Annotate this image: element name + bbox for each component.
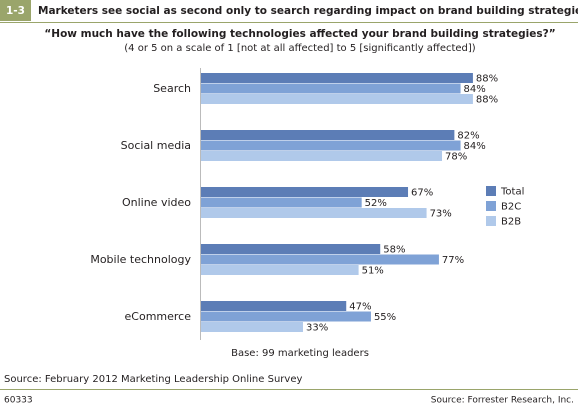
source-note: Source: February 2012 Marketing Leadersh… — [4, 374, 302, 385]
bar — [201, 208, 427, 218]
category-label: Social media — [121, 139, 191, 152]
value-label: 55% — [374, 312, 396, 323]
bar — [201, 151, 443, 161]
value-label: 82% — [457, 130, 479, 141]
footer-id: 60333 — [4, 396, 33, 406]
value-label: 51% — [362, 265, 384, 276]
chart-subtitle: “How much have the following technologie… — [44, 28, 555, 40]
bar — [201, 265, 359, 275]
value-label: 84% — [464, 141, 486, 152]
bar — [201, 140, 461, 151]
value-label: 88% — [476, 94, 498, 105]
value-label: 88% — [476, 73, 498, 84]
figure-badge — [0, 0, 31, 21]
figure-label: 1-3 — [6, 5, 25, 17]
legend-swatch — [486, 201, 496, 211]
value-label: 77% — [442, 255, 464, 266]
category-label: Mobile technology — [90, 253, 191, 266]
category-label: eCommerce — [125, 310, 192, 323]
legend-label: B2B — [501, 217, 521, 228]
bar — [201, 301, 347, 311]
value-label: 58% — [383, 244, 405, 255]
chart-title: Marketers see social as second only to s… — [38, 5, 578, 17]
bar — [201, 73, 473, 83]
bar — [201, 187, 409, 197]
value-label: 33% — [306, 322, 328, 333]
category-label: Online video — [122, 196, 191, 209]
value-label: 73% — [430, 208, 452, 219]
bar — [201, 244, 381, 254]
bar — [201, 254, 439, 265]
legend-label: B2C — [501, 202, 521, 213]
value-label: 84% — [464, 84, 486, 95]
bar — [201, 83, 461, 94]
bar — [201, 94, 473, 104]
base-note: Base: 99 marketing leaders — [231, 348, 369, 359]
legend-label: Total — [500, 187, 524, 198]
chart-note: (4 or 5 on a scale of 1 [not at all affe… — [124, 43, 476, 54]
legend-swatch — [486, 186, 496, 196]
bar — [201, 197, 362, 208]
value-label: 67% — [411, 187, 433, 198]
value-label: 52% — [365, 198, 387, 209]
value-label: 78% — [445, 151, 467, 162]
credit: Source: Forrester Research, Inc. — [431, 396, 574, 406]
bar — [201, 311, 371, 322]
bar — [201, 322, 303, 332]
value-label: 47% — [349, 301, 371, 312]
category-label: Search — [153, 82, 191, 95]
bar — [201, 130, 455, 140]
legend-swatch — [486, 216, 496, 226]
